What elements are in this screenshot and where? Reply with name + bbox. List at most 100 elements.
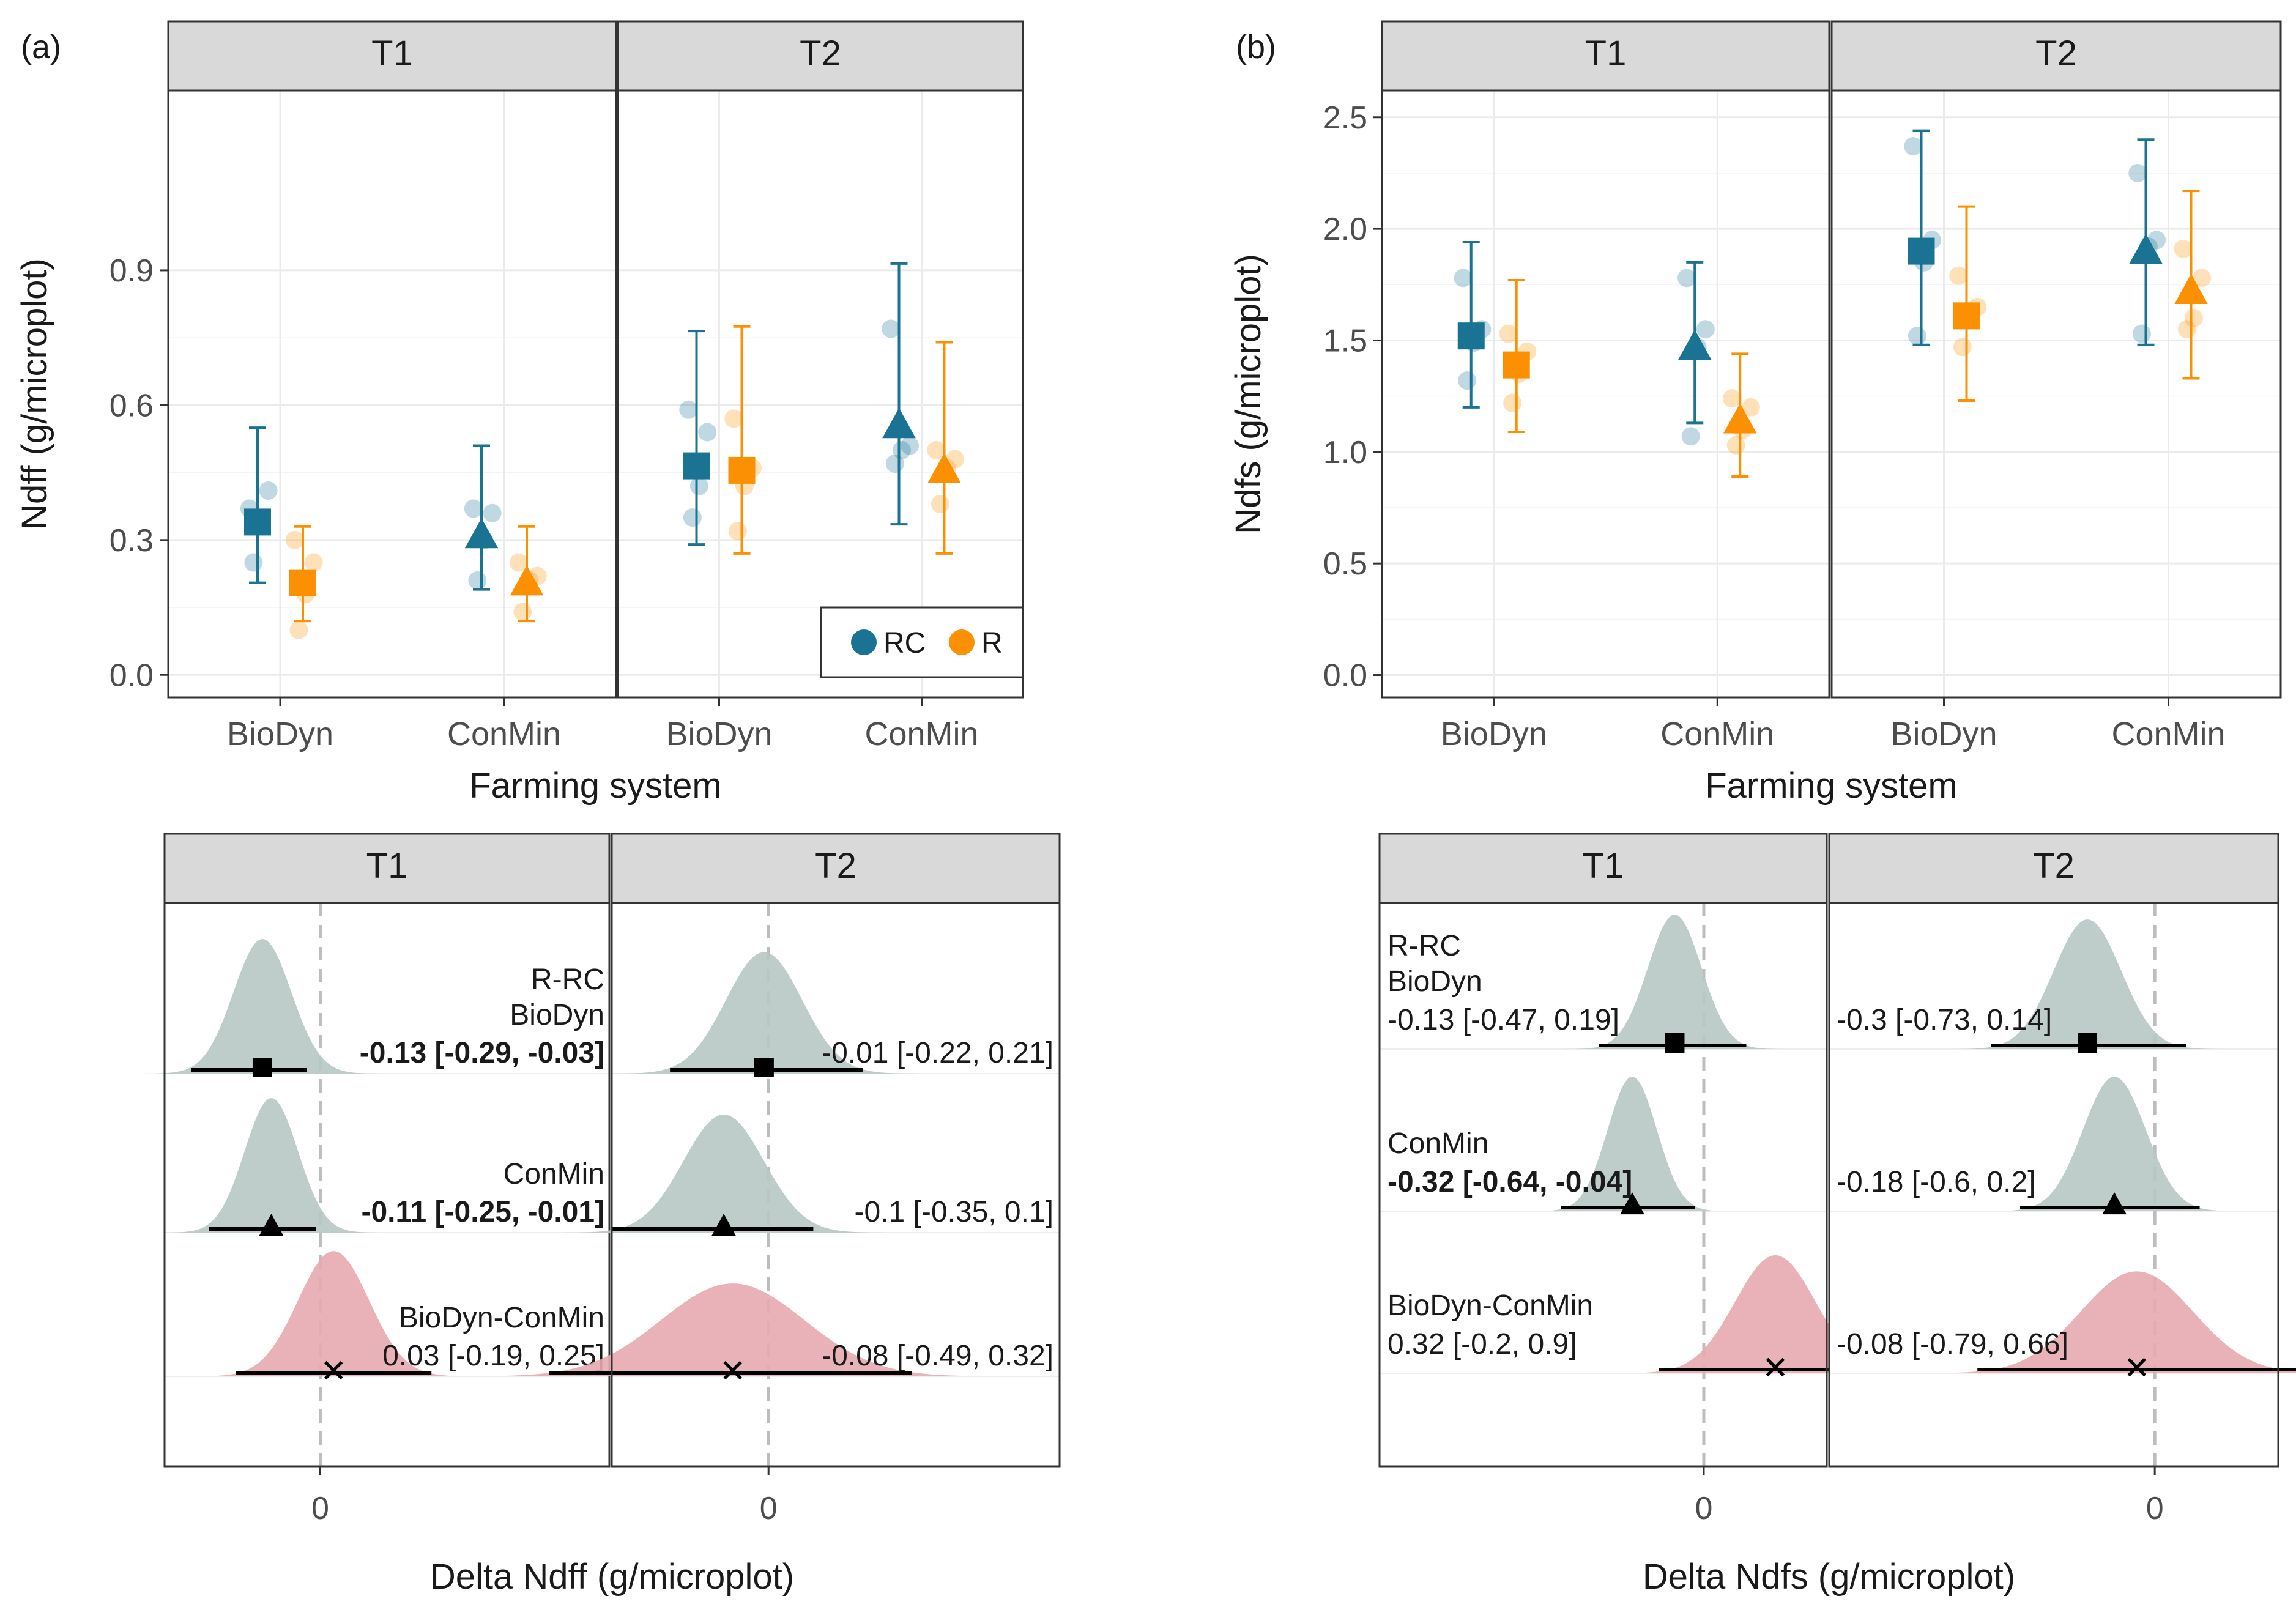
density-curve: [1982, 1077, 2245, 1211]
series-RC-ConMin: [1677, 261, 1715, 446]
series-R-BioDyn: [285, 525, 323, 639]
y-axis-label: Ndfs (g/microplot): [1228, 254, 1268, 534]
facet-strip: [1830, 20, 2282, 92]
mean-marker: [927, 453, 961, 483]
series-RC-BioDyn: [679, 330, 717, 546]
y-tick-label: 1.0: [1323, 435, 1367, 470]
density-row-1: -0.18 [-0.6, 0.2]: [1837, 1077, 2245, 1215]
raw-point: [1953, 338, 1972, 357]
facet-strip: [1828, 833, 2279, 904]
contrast-title: BioDyn: [510, 999, 604, 1031]
raw-point: [1908, 327, 1926, 346]
density-curve: [1529, 1077, 1734, 1211]
density-row-0: -0.3 [-0.73, 0.14]: [1837, 919, 2227, 1053]
x-tick-label: ConMin: [864, 716, 978, 752]
panel-bg: [618, 91, 1023, 697]
contrast-estimate: 0.32 [-0.2, 0.9]: [1388, 1328, 1577, 1360]
contrast-title: ConMin: [1388, 1127, 1488, 1160]
series-RC-BioDyn: [1454, 241, 1492, 409]
x-tick-label: 0: [1695, 1491, 1713, 1526]
density-row-1: ConMin -0.11 [-0.25, -0.01]: [159, 1098, 604, 1236]
posterior-mean-marker-stroke-b: [324, 1360, 343, 1380]
mean-marker: [464, 518, 499, 549]
raw-point: [698, 423, 717, 442]
series-RC-ConMin: [2128, 138, 2166, 346]
density-curve: [1562, 915, 1786, 1049]
contrast-title: BioDyn: [1388, 965, 1482, 998]
contrast-title: BioDyn-ConMin: [399, 1302, 604, 1334]
posterior-mean-marker: [723, 1360, 742, 1380]
density-row-1: -0.1 [-0.35, 0.1]: [554, 1114, 1053, 1236]
raw-point: [289, 620, 308, 639]
raw-point: [882, 319, 901, 338]
facet-T1: T1 BioDyn ConMin: [167, 20, 617, 752]
series-R-BioDyn: [1499, 279, 1537, 433]
contrast-estimate: -0.18 [-0.6, 0.2]: [1837, 1166, 2036, 1198]
legend-label-RC: RC: [883, 627, 926, 659]
panel-border: [611, 902, 1061, 1468]
mean-marker: [1503, 351, 1530, 379]
raw-point: [728, 522, 747, 541]
legend-key-R: [949, 629, 975, 655]
raw-point: [892, 440, 911, 459]
y-tick-label: 2.0: [1323, 212, 1367, 247]
raw-point: [1503, 393, 1522, 412]
raw-point: [464, 499, 483, 518]
posterior-mean-marker: [1620, 1192, 1644, 1215]
series-RC-ConMin: [464, 444, 502, 591]
density-row-0: -0.01 [-0.22, 0.21]: [604, 952, 1053, 1077]
posterior-mean-marker: [2102, 1192, 2127, 1215]
panel-bg: [1382, 91, 1829, 697]
contrast-title: R-RC: [1388, 930, 1461, 962]
mean-marker: [2174, 273, 2208, 305]
raw-point: [689, 477, 708, 495]
x-tick-label: ConMin: [2111, 716, 2225, 752]
x-axis-label: Delta Ndff (g/microplot): [430, 1557, 794, 1597]
facet-label: T1: [371, 34, 413, 73]
density-curve: [1945, 919, 2227, 1049]
series-R-ConMin: [927, 341, 965, 555]
figure-b-top: (b) T1 BioDyn ConMin T2 BioDyn ConMin 0.0 0.5 1.0…: [1228, 20, 2282, 806]
panel-border: [163, 902, 611, 1468]
panel-label: (a): [21, 29, 61, 65]
y-tick-label: 0.6: [110, 388, 154, 423]
density-row-2: BioDyn-ConMin 0.32 [-0.2, 0.9]: [1388, 1255, 1942, 1377]
x-tick-label: 0: [2146, 1491, 2164, 1526]
posterior-mean-marker-stroke-b: [723, 1360, 742, 1380]
posterior-mean-marker: [324, 1360, 343, 1380]
density-row-2: -0.08 [-0.79, 0.66]: [1837, 1271, 2296, 1377]
raw-point: [946, 450, 965, 469]
raw-point: [304, 553, 323, 572]
x-tick-label: 0: [311, 1491, 329, 1526]
raw-point: [1681, 427, 1700, 446]
raw-point: [509, 553, 528, 572]
x-axis-label: Farming system: [1705, 766, 1958, 806]
raw-point: [285, 530, 304, 549]
raw-point: [1499, 324, 1518, 343]
facet-label: T1: [1583, 846, 1624, 886]
raw-point: [1677, 269, 1696, 288]
posterior-mean-marker-stroke-b: [1766, 1357, 1785, 1377]
raw-point: [724, 409, 743, 428]
facet-strip: [611, 833, 1061, 904]
y-tick-label: 0.5: [1323, 546, 1367, 582]
mean-marker: [1908, 237, 1935, 265]
facet-label: T1: [1585, 34, 1627, 73]
raw-point: [2174, 239, 2193, 258]
mean-marker: [1677, 329, 1712, 360]
facet-T2: T2 BioDyn ConMin: [617, 20, 1024, 752]
raw-point: [2177, 320, 2196, 339]
mean-marker: [882, 407, 916, 439]
raw-point: [2132, 324, 2151, 343]
x-axis-label: Farming system: [469, 766, 722, 806]
raw-point: [683, 508, 702, 527]
contrast-estimate: -0.32 [-0.64, -0.04]: [1388, 1166, 1632, 1198]
raw-point: [931, 495, 949, 514]
panel-border: [1828, 902, 2279, 1468]
series-RC-ConMin: [882, 262, 920, 526]
raw-point: [1723, 389, 1742, 408]
facet-strip: [163, 833, 611, 904]
panel-bg: [168, 91, 616, 697]
